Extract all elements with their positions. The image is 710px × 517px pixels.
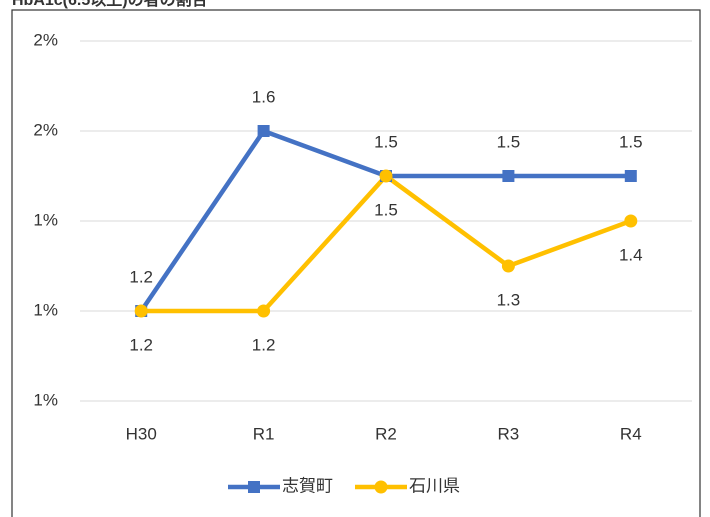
data-point bbox=[257, 304, 271, 318]
y-tick-label: 1% bbox=[33, 210, 58, 229]
data-label: 1.2 bbox=[252, 335, 276, 354]
y-tick-label: 1% bbox=[33, 300, 58, 319]
y-tick-label: 2% bbox=[33, 120, 58, 139]
x-tick-label: R2 bbox=[375, 424, 397, 443]
chart-title: HbA1c(6.5以上)の者の割合 bbox=[12, 0, 209, 9]
data-point bbox=[379, 169, 393, 183]
chart-frame bbox=[11, 9, 701, 517]
legend-label: 石川県 bbox=[409, 476, 460, 495]
data-point bbox=[257, 125, 270, 137]
legend-marker bbox=[374, 480, 388, 494]
data-point bbox=[501, 259, 515, 273]
data-label: 1.2 bbox=[129, 335, 153, 354]
data-point bbox=[134, 304, 148, 318]
data-label: 1.2 bbox=[129, 267, 153, 286]
data-point bbox=[624, 214, 638, 228]
x-tick-label: H30 bbox=[126, 424, 157, 443]
y-tick-label: 1% bbox=[33, 390, 58, 409]
data-label: 1.6 bbox=[252, 87, 276, 106]
data-point bbox=[624, 170, 637, 182]
data-label: 1.3 bbox=[497, 290, 521, 309]
data-label: 1.5 bbox=[374, 132, 398, 151]
data-point bbox=[502, 170, 515, 182]
data-label: 1.5 bbox=[374, 200, 398, 219]
data-label: 1.5 bbox=[619, 132, 643, 151]
x-tick-label: R1 bbox=[253, 424, 275, 443]
legend-marker bbox=[248, 481, 260, 493]
y-tick-label: 2% bbox=[33, 30, 58, 49]
data-label: 1.5 bbox=[497, 132, 521, 151]
x-tick-label: R3 bbox=[498, 424, 520, 443]
x-tick-label: R4 bbox=[620, 424, 642, 443]
data-label: 1.4 bbox=[619, 245, 643, 264]
legend-label: 志賀町 bbox=[282, 476, 333, 495]
